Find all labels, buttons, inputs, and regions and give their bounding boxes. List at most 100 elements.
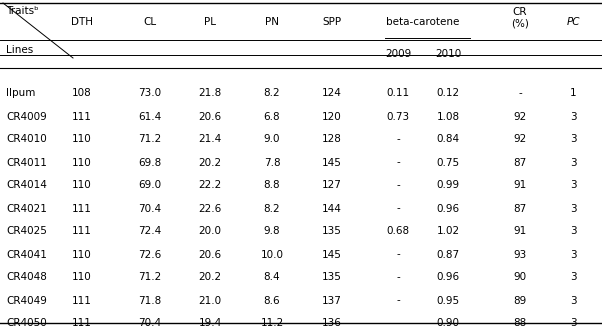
Text: 22.2: 22.2 bbox=[199, 181, 222, 191]
Text: -: - bbox=[396, 272, 400, 283]
Text: 20.0: 20.0 bbox=[199, 227, 222, 236]
Text: 111: 111 bbox=[72, 203, 92, 214]
Text: 69.0: 69.0 bbox=[138, 181, 161, 191]
Text: CR4048: CR4048 bbox=[6, 272, 47, 283]
Text: 3: 3 bbox=[569, 112, 576, 122]
Text: PC: PC bbox=[566, 17, 580, 27]
Text: 110: 110 bbox=[72, 181, 92, 191]
Text: 110: 110 bbox=[72, 134, 92, 145]
Text: CR4011: CR4011 bbox=[6, 158, 47, 167]
Text: -: - bbox=[396, 158, 400, 167]
Text: 145: 145 bbox=[322, 158, 342, 167]
Text: 110: 110 bbox=[72, 250, 92, 260]
Text: 0.11: 0.11 bbox=[386, 89, 409, 98]
Text: 144: 144 bbox=[322, 203, 342, 214]
Text: 8.4: 8.4 bbox=[264, 272, 281, 283]
Text: 87: 87 bbox=[514, 203, 527, 214]
Text: 21.8: 21.8 bbox=[199, 89, 222, 98]
Text: 19.4: 19.4 bbox=[199, 318, 222, 327]
Text: 3: 3 bbox=[569, 158, 576, 167]
Text: 89: 89 bbox=[514, 296, 527, 305]
Text: CR4010: CR4010 bbox=[6, 134, 47, 145]
Text: 7.8: 7.8 bbox=[264, 158, 281, 167]
Text: 0.96: 0.96 bbox=[436, 272, 459, 283]
Text: 8.8: 8.8 bbox=[264, 181, 281, 191]
Text: 0.99: 0.99 bbox=[436, 181, 459, 191]
Text: CR4021: CR4021 bbox=[6, 203, 47, 214]
Text: 111: 111 bbox=[72, 296, 92, 305]
Text: 92: 92 bbox=[514, 112, 527, 122]
Text: 111: 111 bbox=[72, 227, 92, 236]
Text: 127: 127 bbox=[322, 181, 342, 191]
Text: 120: 120 bbox=[322, 112, 342, 122]
Text: 3: 3 bbox=[569, 134, 576, 145]
Text: 3: 3 bbox=[569, 250, 576, 260]
Text: 108: 108 bbox=[72, 89, 92, 98]
Text: 9.0: 9.0 bbox=[264, 134, 281, 145]
Text: 70.4: 70.4 bbox=[138, 318, 161, 327]
Text: 20.6: 20.6 bbox=[199, 112, 222, 122]
Text: 110: 110 bbox=[72, 272, 92, 283]
Text: -: - bbox=[396, 181, 400, 191]
Text: 73.0: 73.0 bbox=[138, 89, 161, 98]
Text: 90: 90 bbox=[514, 272, 527, 283]
Text: 0.87: 0.87 bbox=[436, 250, 459, 260]
Text: -: - bbox=[396, 296, 400, 305]
Text: CR4009: CR4009 bbox=[6, 112, 47, 122]
Text: -: - bbox=[396, 318, 400, 327]
Text: DTH: DTH bbox=[71, 17, 93, 27]
Text: CR4014: CR4014 bbox=[6, 181, 47, 191]
Text: 135: 135 bbox=[322, 272, 342, 283]
Text: CR4025: CR4025 bbox=[6, 227, 47, 236]
Text: 11.2: 11.2 bbox=[261, 318, 284, 327]
Text: 71.8: 71.8 bbox=[138, 296, 161, 305]
Text: CR4041: CR4041 bbox=[6, 250, 47, 260]
Text: 137: 137 bbox=[322, 296, 342, 305]
Text: 0.73: 0.73 bbox=[386, 112, 409, 122]
Text: 22.6: 22.6 bbox=[199, 203, 222, 214]
Text: 71.2: 71.2 bbox=[138, 134, 161, 145]
Text: 93: 93 bbox=[514, 250, 527, 260]
Text: 21.0: 21.0 bbox=[199, 296, 222, 305]
Text: Traitsᵇ: Traitsᵇ bbox=[6, 6, 39, 16]
Text: 128: 128 bbox=[322, 134, 342, 145]
Text: CR4050: CR4050 bbox=[6, 318, 47, 327]
Text: -: - bbox=[396, 250, 400, 260]
Text: SPP: SPP bbox=[323, 17, 341, 27]
Text: -: - bbox=[518, 89, 522, 98]
Text: 135: 135 bbox=[322, 227, 342, 236]
Text: 0.90: 0.90 bbox=[436, 318, 459, 327]
Text: 61.4: 61.4 bbox=[138, 112, 161, 122]
Text: 0.84: 0.84 bbox=[436, 134, 459, 145]
Text: 20.2: 20.2 bbox=[199, 272, 222, 283]
Text: 124: 124 bbox=[322, 89, 342, 98]
Text: 71.2: 71.2 bbox=[138, 272, 161, 283]
Text: CL: CL bbox=[143, 17, 157, 27]
Text: 136: 136 bbox=[322, 318, 342, 327]
Text: 111: 111 bbox=[72, 318, 92, 327]
Text: 110: 110 bbox=[72, 158, 92, 167]
Text: 145: 145 bbox=[322, 250, 342, 260]
Text: 1.02: 1.02 bbox=[436, 227, 459, 236]
Text: 1: 1 bbox=[569, 89, 576, 98]
Text: 0.75: 0.75 bbox=[436, 158, 459, 167]
Text: -: - bbox=[396, 203, 400, 214]
Text: 10.0: 10.0 bbox=[261, 250, 284, 260]
Text: 72.4: 72.4 bbox=[138, 227, 161, 236]
Text: 92: 92 bbox=[514, 134, 527, 145]
Text: Ilpum: Ilpum bbox=[6, 89, 36, 98]
Text: Lines: Lines bbox=[6, 45, 33, 55]
Text: 91: 91 bbox=[514, 181, 527, 191]
Text: 69.8: 69.8 bbox=[138, 158, 161, 167]
Text: 3: 3 bbox=[569, 227, 576, 236]
Text: 88: 88 bbox=[514, 318, 527, 327]
Text: 72.6: 72.6 bbox=[138, 250, 161, 260]
Text: 20.2: 20.2 bbox=[199, 158, 222, 167]
Text: 6.8: 6.8 bbox=[264, 112, 281, 122]
Text: 2010: 2010 bbox=[435, 49, 461, 59]
Text: 9.8: 9.8 bbox=[264, 227, 281, 236]
Text: 3: 3 bbox=[569, 203, 576, 214]
Text: PL: PL bbox=[204, 17, 216, 27]
Text: beta-carotene: beta-carotene bbox=[386, 17, 460, 27]
Text: 87: 87 bbox=[514, 158, 527, 167]
